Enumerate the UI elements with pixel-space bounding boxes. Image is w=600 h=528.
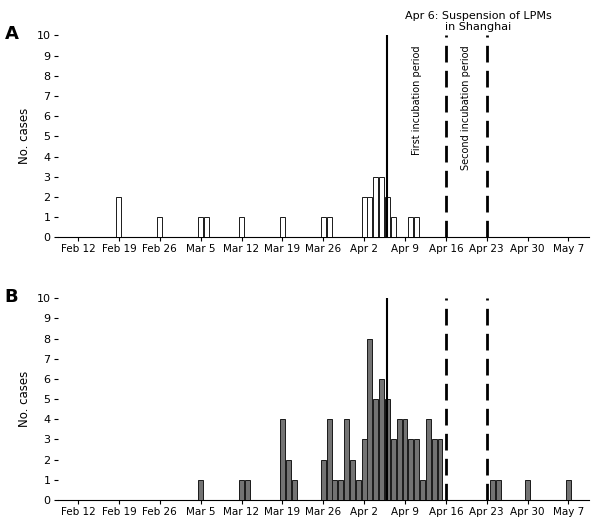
Bar [157, 217, 162, 237]
Bar [397, 419, 401, 500]
Bar [379, 177, 384, 237]
Bar [420, 480, 425, 500]
Bar [391, 217, 396, 237]
Bar [286, 459, 291, 500]
Bar [362, 197, 367, 237]
Text: Second incubation period: Second incubation period [461, 45, 471, 170]
Bar [280, 419, 285, 500]
Bar [391, 439, 396, 500]
Bar [379, 379, 384, 500]
Bar [426, 419, 431, 500]
Bar [373, 177, 378, 237]
Bar [409, 439, 413, 500]
Bar [431, 439, 437, 500]
Bar [362, 439, 367, 500]
Bar [350, 459, 355, 500]
Bar [198, 480, 203, 500]
Bar [344, 419, 349, 500]
Bar [367, 197, 373, 237]
Bar [292, 480, 296, 500]
Bar [373, 399, 378, 500]
Bar [116, 197, 121, 237]
Bar [321, 217, 326, 237]
Bar [414, 217, 419, 237]
Text: A: A [4, 25, 19, 43]
Bar [403, 419, 407, 500]
Bar [385, 399, 390, 500]
Bar [280, 217, 285, 237]
Bar [332, 480, 337, 500]
Bar [198, 217, 203, 237]
Bar [239, 217, 244, 237]
Bar [239, 480, 244, 500]
Bar [409, 217, 413, 237]
Bar [245, 480, 250, 500]
Bar [326, 419, 332, 500]
Text: B: B [4, 288, 18, 306]
Text: Apr 6: Suspension of LPMs
in Shanghai: Apr 6: Suspension of LPMs in Shanghai [404, 11, 551, 32]
Bar [326, 217, 332, 237]
Bar [496, 480, 501, 500]
Y-axis label: No. cases: No. cases [18, 371, 31, 427]
Bar [437, 439, 442, 500]
Bar [321, 459, 326, 500]
Bar [414, 439, 419, 500]
Bar [338, 480, 343, 500]
Bar [566, 480, 571, 500]
Bar [356, 480, 361, 500]
Bar [367, 338, 373, 500]
Bar [204, 217, 209, 237]
Y-axis label: No. cases: No. cases [18, 108, 31, 165]
Bar [525, 480, 530, 500]
Bar [490, 480, 495, 500]
Text: First incubation period: First incubation period [412, 45, 422, 155]
Bar [385, 197, 390, 237]
